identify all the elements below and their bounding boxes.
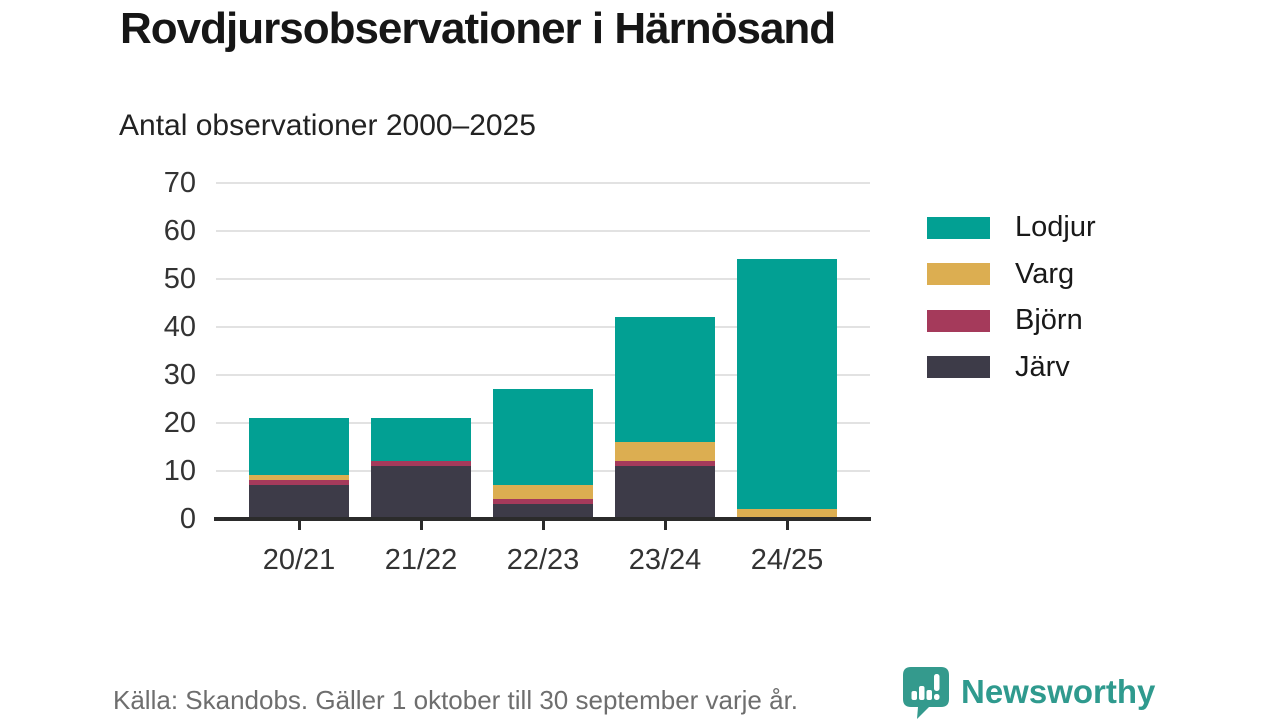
x-tick-label: 20/21 [262,544,336,576]
x-tick-label: 22/23 [506,544,580,576]
logo-bar-1 [911,691,917,700]
gridline-40 [216,325,870,328]
x-axis-line [214,516,871,521]
gridline-50 [216,277,870,280]
legend-swatch-varg [927,263,990,286]
logo-exclamation-bar [934,674,940,691]
bar-segment-björn-23-24 [615,460,715,466]
bar-segment-varg-22-23 [493,484,593,500]
source-note: Källa: Skandobs. Gäller 1 oktober till 3… [113,685,799,715]
bar-segment-varg-24-25 [737,508,837,519]
legend-swatch-björn [927,309,990,332]
x-tick-22-23 [541,520,545,530]
x-tick-21-22 [419,520,423,530]
gridline-70 [216,181,870,184]
y-tick-label: 40 [163,310,196,343]
bar-segment-järv-21-22 [371,465,471,519]
x-tick-23-24 [663,520,667,530]
brand-name: Newsworthy [961,673,1156,710]
y-tick-label: 10 [163,454,196,487]
logo-bar-2 [919,686,925,700]
bar-segment-varg-23-24 [615,441,715,461]
bar-segment-järv-23-24 [615,465,715,519]
bar-segment-björn-22-23 [493,499,593,505]
bar-segment-järv-22-23 [493,504,593,519]
legend-swatch-lodjur [927,216,990,239]
x-tick-24-25 [785,520,789,530]
y-tick-label: 0 [179,502,196,535]
bar-segment-lodjur-21-22 [371,417,471,461]
x-tick-20-21 [297,520,301,530]
logo-bar-3 [926,690,932,700]
bar-segment-lodjur-20-21 [249,417,349,476]
y-tick-label: 70 [163,166,196,199]
legend-label: Lodjur [1015,211,1096,243]
chart-subtitle: Antal observationer 2000–2025 [119,109,536,142]
bar-segment-järv-20-21 [249,484,349,519]
legend-swatch-järv [927,356,990,379]
gridline-60 [216,229,870,232]
y-tick-label: 50 [163,262,196,295]
y-tick-label: 30 [163,358,196,391]
bar-segment-lodjur-23-24 [615,316,715,442]
x-tick-label: 21/22 [384,544,458,576]
bar-segment-lodjur-22-23 [493,388,593,485]
gridline-30 [216,373,870,376]
legend-item-lodjur: Lodjur [927,210,1096,246]
bar-segment-varg-20-21 [249,475,349,481]
y-tick-label: 60 [163,214,196,247]
logo-exclamation-dot [934,694,940,700]
legend-item-järv: Järv [927,349,1070,385]
newsworthy-logo-icon [903,667,949,719]
y-tick-label: 20 [163,406,196,439]
legend-item-varg: Varg [927,256,1074,292]
legend-item-björn: Björn [927,303,1083,339]
bar-segment-björn-21-22 [371,460,471,466]
bar-segment-björn-20-21 [249,480,349,485]
chart-title: Rovdjursobservationer i Härnösand [120,4,836,53]
legend-label: Järv [1015,350,1070,383]
x-tick-label: 24/25 [750,544,824,576]
legend-label: Björn [1015,304,1083,337]
legend-label: Varg [1015,257,1075,290]
x-tick-label: 23/24 [628,544,702,576]
bar-segment-lodjur-24-25 [737,259,837,509]
